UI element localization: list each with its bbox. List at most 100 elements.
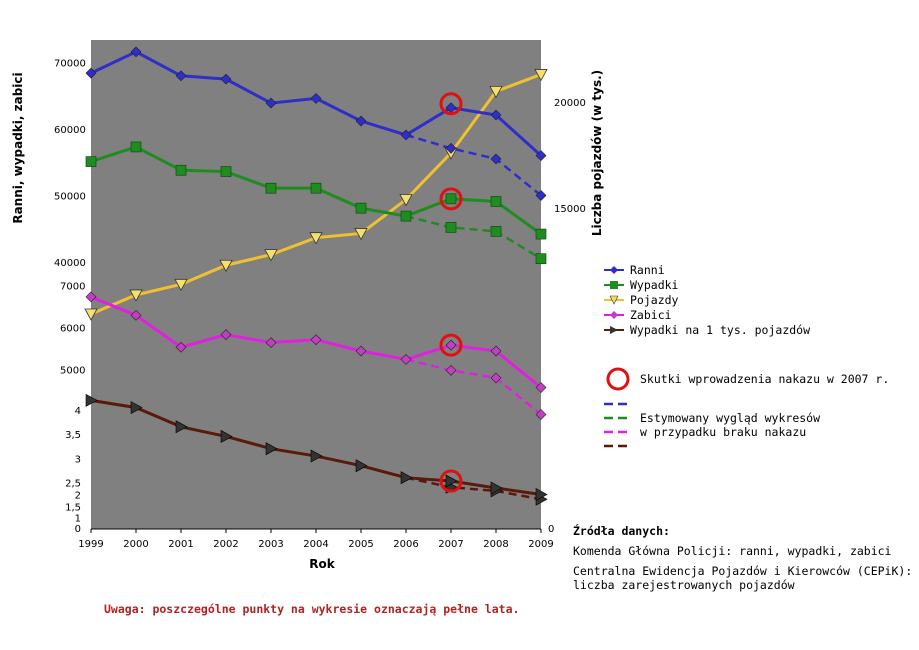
point-Ranni-2004 [310, 92, 322, 104]
estimate-point-Zabici-2007 [445, 364, 457, 376]
y-tick-wsk-7: 4 [75, 406, 81, 417]
legend-item-pojazdy: Pojazdy [604, 292, 810, 307]
point-Wypadki-2009 [535, 228, 547, 240]
point-Wypadki-2005 [355, 202, 367, 214]
estimate-point-Wypadki-2008 [490, 226, 502, 237]
point-Pojazdy-2003 [264, 249, 278, 262]
point-Wypadki na 1 tys. pojazdów-2001 [175, 420, 188, 434]
legend-item-ranni: Ranni [604, 262, 810, 277]
legend-marker-ranni [604, 265, 624, 274]
y-tick-upper-2: 60000 [54, 125, 86, 136]
impact-legend: Skutki wprowadzenia nakazu w 2007 r. [604, 366, 889, 392]
point-Wypadki-2007 [445, 193, 457, 205]
sources-line-cepik-b: liczba zarejestrowanych pojazdów [573, 578, 795, 592]
point-Wypadki na 1 tys. pojazdów-2003 [265, 442, 278, 456]
estimate-point-Wypadki-2007 [445, 222, 457, 233]
point-Ranni-2008 [490, 109, 502, 121]
estimate-row-3: w przypadku braku nakazu [604, 425, 820, 439]
point-Zabici-2009 [535, 382, 547, 393]
x-tick-2008: 2008 [483, 539, 508, 550]
point-Pojazdy-2000 [129, 289, 143, 302]
legend-item-zabici: Zabici [604, 307, 810, 322]
point-Wypadki na 1 tys. pojazdów-2002 [220, 429, 233, 443]
point-Wypadki-2003 [265, 182, 277, 194]
x-tick-2000: 2000 [123, 539, 148, 550]
y-tick-wsk-0: 0 [75, 524, 81, 535]
point-Pojazdy-2005 [354, 228, 368, 241]
y-axis-title-left: Ranni, wypadki, zabici [11, 72, 25, 223]
x-tick-2002: 2002 [213, 539, 238, 550]
y-tick-zabici-0: 5000 [60, 366, 85, 377]
point-Wypadki-2006 [400, 210, 412, 222]
point-Pojazdy-2004 [309, 232, 323, 245]
estimate-line-Zabici [405, 358, 542, 416]
point-Wypadki na 1 tys. pojazdów-2004 [310, 449, 323, 463]
estimate-legend: Estymowany wygląd wykresów w przypadku b… [604, 397, 820, 453]
x-tick-2009: 2009 [528, 539, 553, 550]
point-Pojazdy-2002 [219, 259, 233, 273]
point-Wypadki-2001 [175, 164, 187, 176]
point-Wypadki na 1 tys. pojazdów-2009 [535, 487, 548, 502]
y-tick-wsk-5: 3 [75, 455, 81, 466]
point-Zabici-1999 [85, 291, 97, 303]
point-Ranni-2001 [175, 70, 187, 82]
estimate-line-Wypadki [405, 214, 542, 260]
y-tick-right-0: 15000 [554, 204, 586, 215]
legend-marker-wskaznik [604, 325, 624, 334]
estimate-point-Ranni-2007 [445, 142, 457, 154]
highlight-wypadki [439, 187, 463, 211]
point-Ranni-2000 [130, 46, 142, 58]
point-Pojazdy-2009 [534, 69, 548, 82]
y-tick-wsk-2: 1,5 [65, 503, 81, 514]
y-tick-wsk-4: 2,5 [65, 479, 81, 490]
point-Wypadki na 1 tys. pojazdów-2005 [355, 459, 368, 473]
y-tick-zabici-1: 6000 [60, 324, 85, 335]
point-Ranni-2005 [355, 115, 367, 127]
x-tick-2007: 2007 [438, 539, 463, 550]
point-Wypadki na 1 tys. pojazdów-2007 [445, 474, 458, 488]
point-Ranni-2006 [400, 129, 412, 141]
point-Pojazdy-2008 [489, 86, 503, 99]
highlight-ranni [439, 92, 463, 116]
y-tick-wsk-6: 3,5 [65, 430, 81, 441]
plot-area [91, 40, 541, 529]
y-tick-zabici-2: 7000 [60, 282, 85, 293]
point-Zabici-2003 [265, 337, 277, 349]
estimate-row-2: Estymowany wygląd wykresów [604, 411, 820, 425]
estimate-line-Wypadki na 1 tys. pojazdów [405, 476, 542, 501]
point-Wypadki-2008 [490, 196, 502, 207]
highlight-wskaznik [439, 469, 463, 493]
estimate-point-Zabici-2008 [490, 372, 502, 384]
x-tick-2004: 2004 [303, 539, 328, 550]
point-Zabici-2000 [130, 309, 142, 321]
dash-icon-blue [604, 402, 630, 406]
point-Wypadki na 1 tys. pojazdów-2008 [490, 481, 503, 495]
red-circle-icon [606, 367, 630, 391]
legend-label-wypadki: Wypadki [630, 277, 679, 292]
point-Zabici-2004 [310, 334, 322, 346]
note: Uwaga: poszczególne punkty na wykresie o… [104, 602, 520, 616]
estimate-point-Zabici-2009 [535, 409, 547, 420]
y-tick-upper-3: 70000 [54, 59, 86, 70]
sources-line-cepik-a: Centralna Ewidencja Pojazdów i Kierowców… [573, 564, 913, 578]
impact-label: Skutki wprowadzenia nakazu w 2007 r. [640, 372, 890, 386]
point-Zabici-2005 [355, 345, 367, 357]
point-Pojazdy-2006 [399, 194, 413, 207]
point-Wypadki na 1 tys. pojazdów-2000 [130, 401, 143, 415]
dash-icon-magenta [604, 430, 630, 434]
point-Wypadki na 1 tys. pojazdów-1999 [85, 393, 98, 407]
estimate-row-1 [604, 397, 820, 411]
dash-icon-green [604, 416, 630, 420]
point-Zabici-2002 [220, 329, 232, 341]
x-tick-2005: 2005 [348, 539, 373, 550]
legend-label-pojazdy: Pojazdy [630, 292, 679, 307]
legend-label-zabici: Zabici [630, 307, 672, 322]
legend-label-ranni: Ranni [630, 262, 665, 277]
dash-icon-brown [604, 444, 630, 448]
highlight-zabici [439, 333, 463, 357]
point-Pojazdy-2001 [174, 278, 188, 292]
point-Ranni-2002 [220, 73, 232, 85]
point-Ranni-2003 [265, 97, 277, 109]
sources-line-cepik: Centralna Ewidencja Pojazdów i Kierowców… [573, 564, 912, 592]
